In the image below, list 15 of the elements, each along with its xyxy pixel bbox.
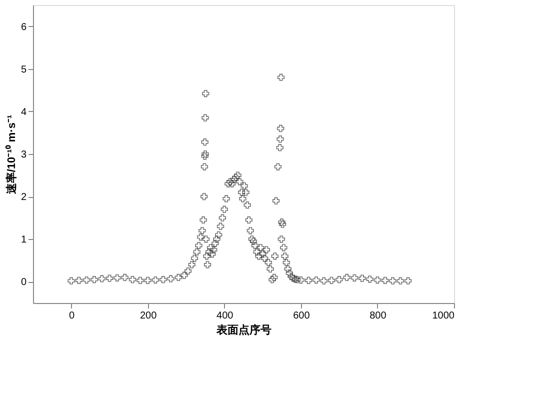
y-tick-label: 3 xyxy=(20,150,27,160)
x-tick-label: 0 xyxy=(68,310,75,322)
x-tick-label: 800 xyxy=(370,310,387,322)
x-tick-label: 1000 xyxy=(432,310,455,322)
y-tick-label: 4 xyxy=(20,106,27,118)
y-tick-label: 6 xyxy=(20,22,27,33)
x-tick-label: 600 xyxy=(293,310,310,322)
y-axis-title: 速率/10⁻¹⁰ m·s⁻¹ xyxy=(4,114,18,196)
y-tick-label: 0 xyxy=(20,277,27,288)
x-tick-label: 200 xyxy=(140,310,158,322)
y-tick-label: 1 xyxy=(20,234,27,246)
x-tick-label: 400 xyxy=(216,310,234,322)
y-tick-label: 2 xyxy=(20,192,27,204)
y-tick-label: 5 xyxy=(20,64,27,76)
x-axis-title: 表面点序号 xyxy=(216,324,272,336)
